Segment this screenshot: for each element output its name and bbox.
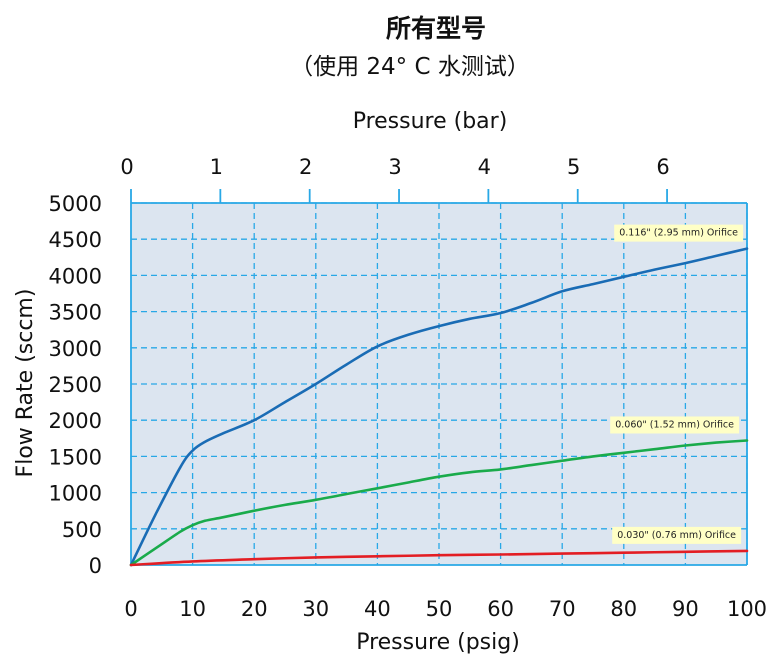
x2-tick-label: 3 bbox=[388, 155, 401, 179]
y-tick-label: 2500 bbox=[49, 373, 102, 397]
x2-tick-label: 4 bbox=[478, 155, 491, 179]
y-tick-label: 0 bbox=[89, 554, 102, 578]
x-tick-label: 50 bbox=[426, 597, 453, 621]
x-tick-label: 60 bbox=[487, 597, 514, 621]
top-axis-label: Pressure (bar) bbox=[353, 109, 508, 134]
x-tick-label: 30 bbox=[302, 597, 329, 621]
x-tick-label: 40 bbox=[364, 597, 391, 621]
series-label-box bbox=[612, 526, 742, 544]
chart-title: 所有型号 bbox=[386, 14, 486, 43]
x-tick-label: 10 bbox=[179, 597, 206, 621]
y-tick-label: 3000 bbox=[49, 337, 102, 361]
series-label-2: 0.060" (1.52 mm) Orifice bbox=[610, 416, 740, 434]
series-label-1: 0.116" (2.95 mm) Orifice bbox=[614, 224, 744, 242]
x2-tick-label: 5 bbox=[567, 155, 580, 179]
series-lines bbox=[129, 247, 749, 567]
y-tick-label: 4000 bbox=[49, 264, 102, 288]
y-tick-label: 1500 bbox=[49, 445, 102, 469]
series-line-3 bbox=[129, 549, 749, 567]
series-labels: 0.116" (2.95 mm) Orifice 0.060" (1.52 mm)… bbox=[610, 224, 744, 544]
series-label-text: 0.060" (1.52 mm) Orifice bbox=[615, 419, 734, 430]
y-tick-label: 500 bbox=[62, 518, 102, 542]
x-tick-label: 20 bbox=[241, 597, 268, 621]
series-label-text: 0.116" (2.95 mm) Orifice bbox=[619, 228, 738, 239]
x-tick-label: 100 bbox=[727, 597, 767, 621]
y-tick-label: 5000 bbox=[49, 192, 102, 216]
series-line-2 bbox=[129, 439, 749, 567]
y-tick-label: 2000 bbox=[49, 409, 102, 433]
chart-subtitle: （使用 24° C 水测试） bbox=[290, 54, 530, 80]
series-label-box bbox=[610, 416, 740, 434]
y-tick-label: 3500 bbox=[49, 301, 102, 325]
series-label-box bbox=[614, 224, 744, 242]
x2-tick-label: 1 bbox=[210, 155, 223, 179]
x2-tick-label: 2 bbox=[299, 155, 312, 179]
series-label-3: 0.030" (0.76 mm) Orifice bbox=[612, 526, 742, 544]
series-label-text: 0.030" (0.76 mm) Orifice bbox=[617, 530, 736, 541]
y-tick-label: 4500 bbox=[49, 228, 102, 252]
series-line-1 bbox=[129, 247, 749, 567]
x2-tick-label: 0 bbox=[120, 155, 133, 179]
y-axis-label: Flow Rate (sccm) bbox=[13, 289, 38, 478]
x2-tick-label: 6 bbox=[656, 155, 669, 179]
x-tick-label: 90 bbox=[672, 597, 699, 621]
x-tick-label: 0 bbox=[124, 597, 137, 621]
x-tick-label: 80 bbox=[610, 597, 637, 621]
x-axis-label: Pressure (psig) bbox=[356, 630, 520, 655]
tick-labels: 0 10 20 30 40 50 60 70 80 90 100050010001500200025… bbox=[49, 155, 768, 621]
x-tick-label: 70 bbox=[549, 597, 576, 621]
axes bbox=[130, 189, 748, 566]
y-tick-label: 1000 bbox=[49, 482, 102, 506]
